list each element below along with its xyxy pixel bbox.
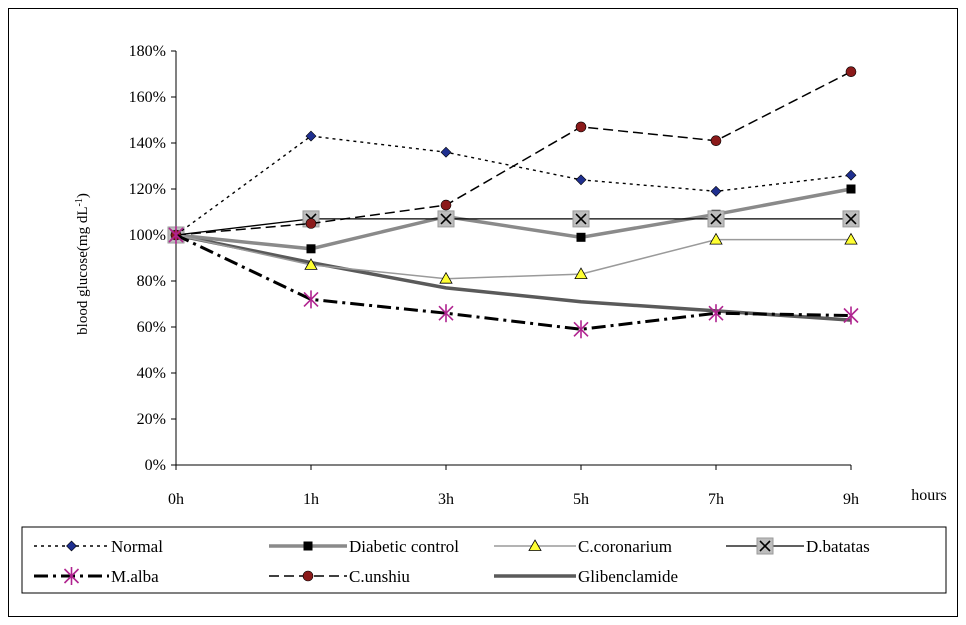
data-point [573,320,589,339]
x-tick-label: 5h [573,491,589,508]
legend-marker [756,537,774,555]
series-line [175,234,851,280]
data-point [438,304,454,323]
y-tick-label: 100% [129,227,166,244]
data-point [575,121,587,133]
legend-marker [66,540,77,552]
legend-label: Diabetic control [349,537,459,556]
x-tick-label: 0h [168,491,184,508]
series-line [175,71,852,236]
legend-item-glibenclamide: Glibenclamide [494,567,678,586]
x-tick-label: 1h [303,491,319,508]
legend-label: C.coronarium [578,537,672,556]
x-axis-label: hours [911,487,947,504]
y-tick-label: 40% [137,365,166,382]
legend-label: Glibenclamide [578,567,678,586]
legend-box [21,526,947,594]
data-point [709,232,723,245]
data-point [304,258,318,270]
data-point [846,184,856,194]
series-line [175,187,852,251]
data-point [845,169,857,181]
data-point [305,130,317,142]
data-point [707,210,725,228]
legend-marker [528,539,542,551]
series-line [175,135,852,236]
legend-label: D.batatas [806,537,870,556]
x-tick-label: 7h [708,491,724,508]
data-point [710,185,722,197]
legend-item-diabetic-control: Diabetic control [269,537,459,556]
data-point [710,135,722,146]
series-c-unshiu [170,66,857,241]
y-tick-label: 0% [145,457,166,474]
data-point [574,267,588,280]
data-point [572,210,590,228]
y-tick-label: 60% [137,319,166,336]
x-tick-label: 3h [438,491,454,508]
y-tick-label: 120% [129,181,166,198]
series-line [175,218,851,236]
data-point [305,218,317,229]
legend-item-c-unshiu: C.unshiu [269,567,410,586]
series-line [175,233,852,331]
data-point [845,66,857,78]
y-tick-label: 140% [129,135,166,152]
y-tick-label: 20% [137,411,166,428]
data-point [575,174,587,186]
series-m-alba [168,226,859,339]
data-point [437,210,455,228]
legend-label: M.alba [111,567,159,586]
data-point [303,290,319,309]
data-point [844,232,858,245]
chart-frame: 0% 20% 40% 60% 80% 100% 120% 140% 160% 180% 0h 1h 3h… [8,8,958,617]
y-tick-label: 160% [129,89,166,106]
legend-marker [63,567,80,585]
data-point [168,226,184,244]
legend-item-normal: Normal [34,537,163,556]
legend-label: Normal [111,537,163,556]
legend-label: C.unshiu [349,567,410,586]
series-line [175,233,852,322]
series-layer [167,66,860,339]
legend-marker [303,541,313,551]
data-point [843,306,859,325]
y-axis-label: blood glucose(mg dL-1) [74,193,92,335]
line-chart: 0% 20% 40% 60% 80% 100% 120% 140% 160% 180% 0h 1h 3h… [21,43,947,594]
series-glibenclamide [175,233,852,322]
legend-item-c-coronarium: C.coronarium [494,537,672,556]
data-point [440,199,452,211]
x-tick-label: 9h [843,491,859,508]
y-tick-label: 180% [129,43,166,60]
data-point [306,244,316,254]
data-point [439,271,453,284]
legend-marker [302,570,314,582]
data-point [440,146,452,158]
data-point [842,210,860,228]
axes: 0% 20% 40% 60% 80% 100% 120% 140% 160% 180% 0h 1h 3h… [129,43,859,508]
data-point [708,304,724,323]
series-c-coronarium [169,228,858,284]
legend: Normal Diabetic control C.coronarium D.bata… [34,537,870,586]
data-point [576,232,586,242]
legend-item-d-batatas: D.batatas [726,537,870,556]
y-tick-label: 80% [137,273,166,290]
legend-item-m-alba: M.alba [34,567,159,586]
